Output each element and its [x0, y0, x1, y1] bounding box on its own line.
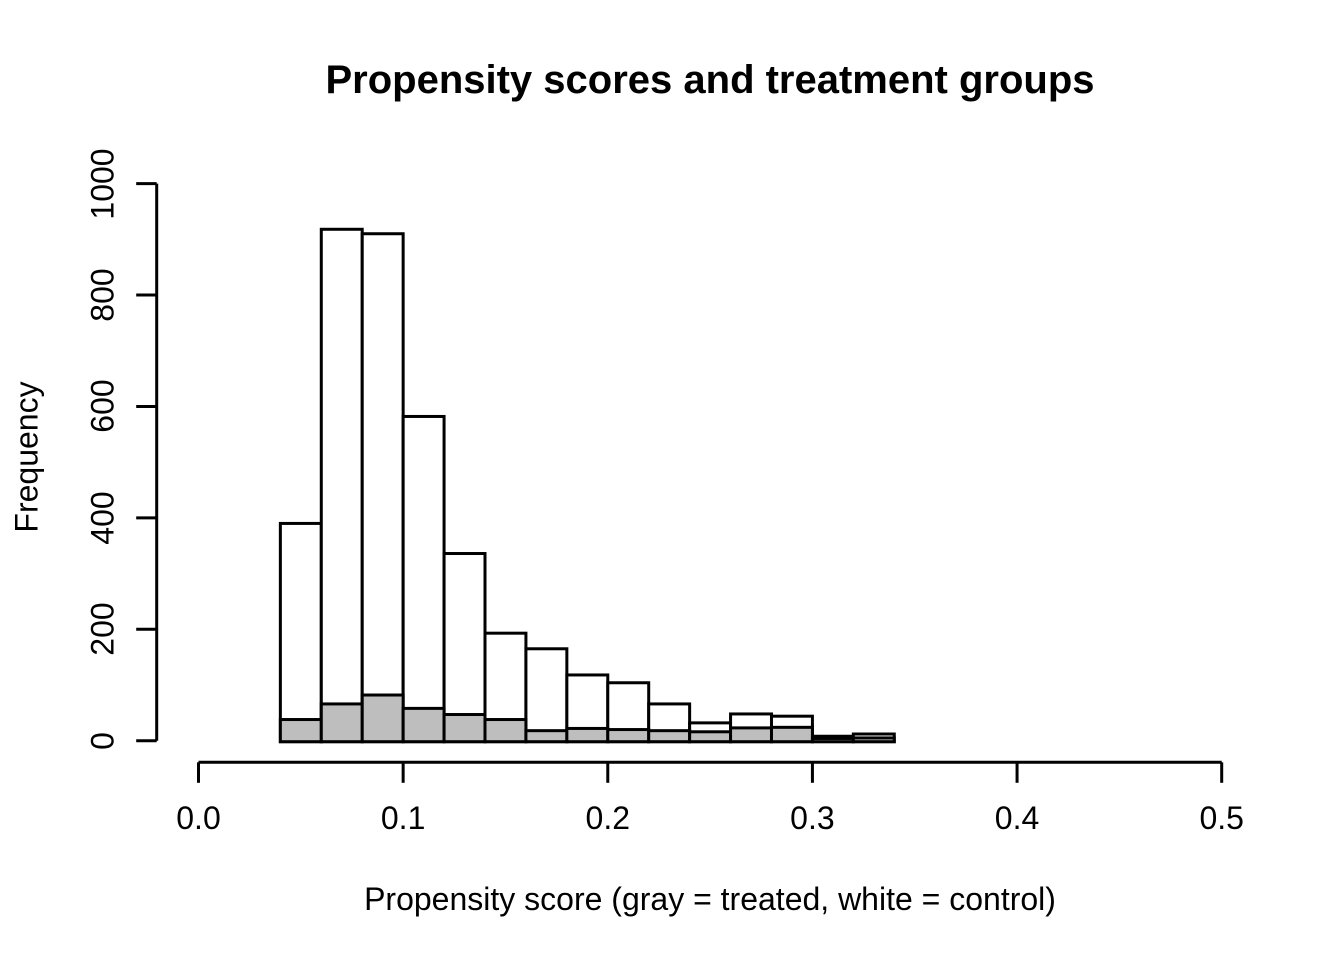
x-tick-label-0.1: 0.1: [380, 800, 426, 836]
histogram-bar-treated-7: [565, 726, 610, 744]
histogram-bar-control-0: [278, 521, 323, 744]
histogram-bar-treated-4: [442, 713, 487, 744]
histogram-bar-treated-5: [483, 718, 528, 744]
histogram-bar-treated-11: [729, 726, 773, 744]
y-tick-label-600: 600: [84, 379, 121, 434]
histogram-bar-treated-14: [851, 736, 896, 744]
x-tick-label-0.4: 0.4: [994, 800, 1040, 836]
histogram-bar-control-2: [360, 232, 405, 744]
x-tick-label-0.2: 0.2: [585, 800, 631, 836]
y-tick-label-1000: 1000: [84, 148, 121, 220]
histogram-bar-control-6: [524, 647, 569, 744]
y-tick-label-400: 400: [84, 491, 121, 545]
y-tick-label-200: 200: [84, 602, 121, 656]
histogram-bar-treated-13: [810, 736, 855, 744]
histogram-bar-treated-6: [524, 729, 569, 744]
y-tick-label-0: 0: [84, 731, 121, 750]
histogram-bar-treated-8: [606, 728, 651, 744]
histogram-bar-control-3: [401, 414, 446, 744]
y-axis-label: Frequency: [8, 381, 45, 533]
histogram-bar-treated-0: [278, 718, 323, 744]
x-tick-label-0.3: 0.3: [790, 800, 835, 836]
x-tick-label-0.0: 0.0: [176, 800, 221, 836]
histogram-bar-treated-3: [401, 706, 446, 744]
histogram-bar-treated-2: [360, 693, 405, 744]
histogram-bar-control-1: [319, 227, 364, 744]
chart-title: Propensity scores and treatment groups: [325, 58, 1095, 102]
x-axis-label: Propensity score (gray = treated, white …: [364, 881, 1056, 917]
histogram-bar-treated-12: [769, 725, 814, 744]
histogram-bar-treated-9: [647, 729, 692, 744]
histogram-bar-treated-10: [688, 730, 733, 744]
x-tick-label-0.5: 0.5: [1199, 800, 1244, 836]
y-tick-label-800: 800: [84, 268, 121, 322]
histogram-bar-treated-1: [319, 702, 364, 744]
